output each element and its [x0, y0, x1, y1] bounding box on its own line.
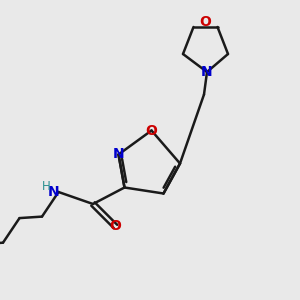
Text: O: O: [110, 220, 122, 233]
Text: N: N: [113, 148, 124, 161]
Text: O: O: [146, 124, 158, 137]
Text: H: H: [41, 180, 50, 193]
Text: N: N: [201, 65, 213, 79]
Text: N: N: [48, 185, 60, 199]
Text: O: O: [200, 15, 211, 28]
